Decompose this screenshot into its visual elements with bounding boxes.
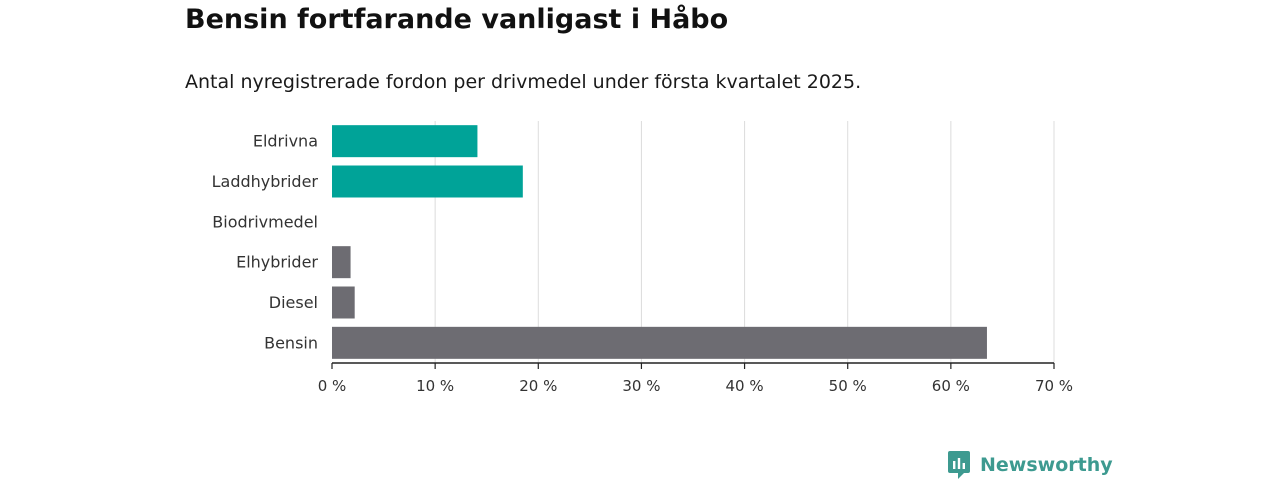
category-label: Diesel	[269, 293, 318, 312]
x-tick-label: 30 %	[622, 377, 660, 395]
category-label: Bensin	[264, 333, 318, 352]
category-label: Biodrivmedel	[212, 212, 318, 231]
category-label: Laddhybrider	[212, 172, 319, 191]
x-tick-label: 20 %	[519, 377, 557, 395]
x-tick-label: 70 %	[1035, 377, 1073, 395]
x-tick-label: 0 %	[318, 377, 347, 395]
bar-laddhybrider	[332, 165, 523, 198]
bar-diesel	[332, 286, 355, 319]
chart-title: Bensin fortfarande vanligast i Håbo	[185, 4, 729, 35]
bar-bensin	[332, 326, 987, 359]
bar-eldrivna	[332, 125, 478, 158]
newsworthy-logo-icon	[948, 451, 970, 479]
category-label: Eldrivna	[253, 132, 318, 151]
brand-logo: Newsworthy	[948, 451, 1113, 479]
brand-name: Newsworthy	[980, 454, 1113, 476]
x-tick-label: 60 %	[932, 377, 970, 395]
category-label: Elhybrider	[236, 253, 318, 272]
x-tick-label: 10 %	[416, 377, 454, 395]
bar-elhybrider	[332, 246, 351, 279]
x-tick-label: 40 %	[726, 377, 764, 395]
x-tick-label: 50 %	[829, 377, 867, 395]
chart-subtitle: Antal nyregistrerade fordon per drivmede…	[185, 71, 862, 93]
